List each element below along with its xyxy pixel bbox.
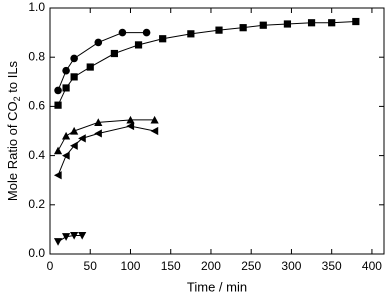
marker: [54, 86, 62, 95]
y-axis-label: Mole Ratio of CO2 to ILs: [5, 60, 22, 201]
y-label-text: Mole Ratio of CO: [5, 101, 20, 201]
marker: [53, 238, 63, 246]
marker: [62, 84, 70, 92]
marker: [259, 21, 267, 29]
x-tick-label: 50: [84, 259, 98, 273]
marker: [110, 49, 118, 58]
x-tick-label: 100: [120, 259, 140, 273]
x-tick-label: 200: [201, 259, 221, 273]
marker: [94, 129, 102, 138]
marker: [126, 121, 135, 131]
marker: [94, 118, 103, 126]
y-tick-label: 1.0: [28, 0, 45, 14]
y-tick-label: 0.2: [28, 197, 45, 211]
marker: [352, 17, 360, 26]
marker: [70, 141, 78, 150]
marker: [215, 26, 223, 34]
series-line: [57, 32, 147, 91]
marker: [70, 54, 78, 63]
marker: [70, 126, 79, 135]
marker: [62, 66, 70, 75]
x-tick-label: 0: [47, 259, 54, 273]
marker: [61, 151, 70, 160]
marker: [126, 115, 135, 124]
marker: [94, 38, 103, 47]
x-tick-label: 400: [362, 259, 382, 273]
marker: [61, 131, 71, 140]
plot-frame: [49, 7, 385, 255]
x-tick-label: 250: [241, 259, 261, 273]
marker: [61, 233, 71, 241]
marker: [53, 171, 62, 180]
y-tick-label: 0.6: [28, 99, 45, 113]
x-tick-label: 300: [281, 259, 301, 273]
marker: [53, 146, 63, 155]
x-tick-label: 350: [322, 259, 342, 273]
marker: [118, 28, 127, 37]
marker: [78, 134, 86, 143]
marker: [70, 231, 79, 240]
marker: [70, 73, 78, 81]
marker: [283, 20, 292, 28]
marker: [328, 19, 336, 27]
y-label-text: to ILs: [5, 60, 20, 96]
y-label-subscript: 2: [12, 96, 22, 101]
marker: [54, 101, 62, 109]
marker: [78, 231, 87, 240]
x-tick-label: 150: [161, 259, 181, 273]
x-axis-label: Time / min: [187, 279, 247, 294]
marker: [86, 63, 94, 71]
y-tick-label: 0.0: [28, 246, 45, 260]
series-line: [57, 21, 356, 106]
marker: [150, 126, 159, 136]
marker: [307, 19, 316, 27]
marker: [239, 24, 247, 32]
y-tick-label: 0.4: [28, 148, 45, 162]
marker: [150, 115, 159, 124]
marker: [159, 35, 167, 43]
marker: [142, 28, 151, 37]
marker: [187, 30, 195, 38]
series-line: [57, 235, 83, 243]
y-tick-label: 0.8: [28, 49, 45, 63]
marker: [134, 41, 143, 49]
